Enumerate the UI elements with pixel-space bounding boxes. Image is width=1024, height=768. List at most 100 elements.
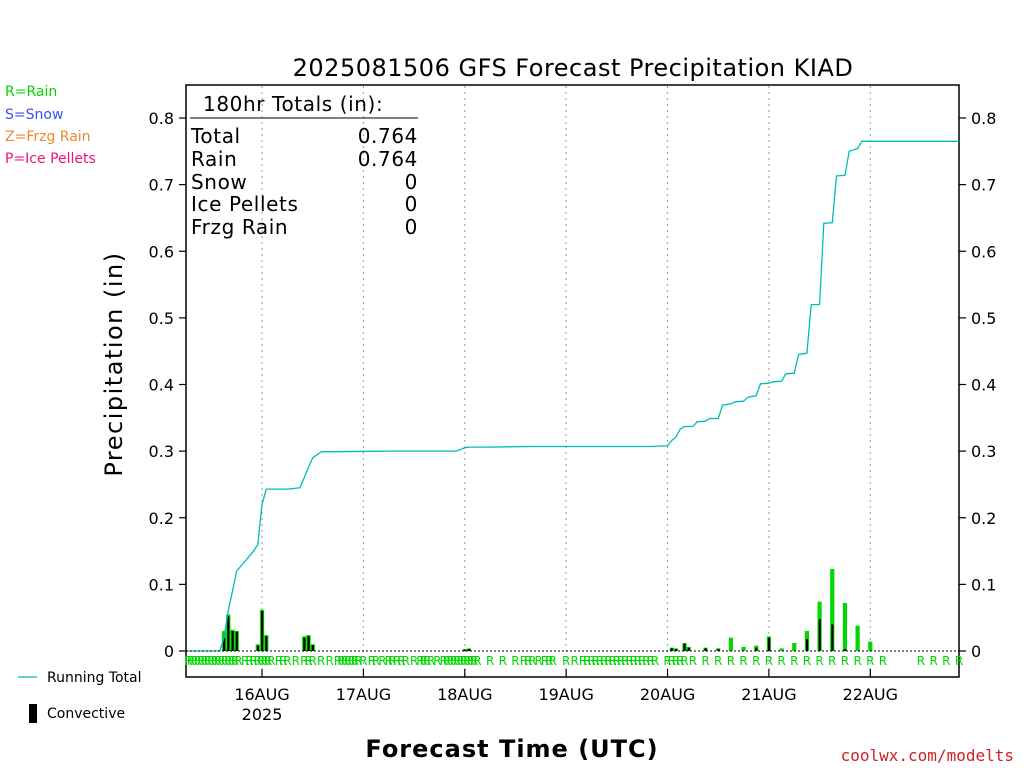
- ptype-marker: R: [613, 654, 621, 668]
- convective-bar: [463, 649, 466, 651]
- convective-bar: [223, 637, 226, 651]
- ptype-marker: R: [866, 654, 874, 668]
- convective-bar: [704, 648, 707, 651]
- legend-snow: S=Snow: [5, 107, 63, 123]
- ptype-marker: R: [651, 654, 659, 668]
- totals-value-snow: 0: [405, 170, 418, 194]
- running-total-line-group: [186, 140, 959, 652]
- convective-bar: [307, 636, 310, 651]
- ptype-marker: R: [470, 654, 478, 668]
- y-tick-label-left: 0.1: [149, 575, 174, 594]
- convective-bar: [303, 637, 306, 651]
- ptype-marker: R: [279, 654, 287, 668]
- ptype-marker: R: [207, 654, 215, 668]
- ptype-marker: R: [241, 654, 249, 668]
- running-total-line: [186, 140, 959, 652]
- convective-bar: [831, 624, 834, 651]
- y-tick-label-left: 0.4: [149, 376, 174, 395]
- ptype-marker: R: [570, 654, 578, 668]
- ptype-marker: R: [184, 654, 192, 668]
- ptype-marker: R: [714, 654, 722, 668]
- ptype-marker: R: [625, 654, 633, 668]
- ptype-marker: R: [204, 654, 212, 668]
- totals-label-total: Total: [190, 124, 241, 148]
- ptype-marker: R: [676, 654, 684, 668]
- totals-value-rain: 0.764: [358, 147, 418, 171]
- ptype-marker: R: [727, 654, 735, 668]
- convective-bar: [265, 636, 268, 651]
- ptype-marker: R: [283, 654, 291, 668]
- convective-bar: [687, 647, 690, 651]
- ptype-marker: R: [777, 654, 785, 668]
- ptype-marker: R: [541, 654, 549, 668]
- ptype-marker: R: [257, 654, 265, 668]
- x-tick-label: 22AUG: [843, 685, 898, 704]
- y-tick-label-left: 0.7: [149, 176, 174, 195]
- convective-bar: [818, 619, 821, 651]
- ptype-marker: R: [604, 654, 612, 668]
- ptype-marker: R: [765, 654, 773, 668]
- ptype-marker: R: [535, 654, 543, 668]
- ptype-marker: R: [245, 654, 253, 668]
- ptype-marker: R: [300, 654, 308, 668]
- totals-label-snow: Snow: [191, 170, 247, 194]
- ptype-legend: R=Rain S=Snow Z=Frzg Rain P=Ice Pellets: [5, 84, 96, 167]
- ptype-marker: R: [646, 654, 654, 668]
- ptype-marker: R: [309, 654, 317, 668]
- ptype-marker: R: [467, 654, 475, 668]
- ptype-marker: R: [929, 654, 937, 668]
- x-tick-label: 21AUG: [741, 685, 796, 704]
- ptype-marker: R: [359, 654, 367, 668]
- ptype-marker: R: [197, 654, 205, 668]
- x-tick-label: 16AUG: [234, 685, 289, 704]
- ptype-marker: R: [672, 654, 680, 668]
- ptype-marker: R: [372, 654, 380, 668]
- ptype-marker: R: [689, 654, 697, 668]
- ptype-marker: R: [638, 654, 646, 668]
- y-tick-label-left: 0: [164, 642, 174, 661]
- ptype-marker: R: [634, 654, 642, 668]
- precip-bar: [855, 625, 860, 651]
- y-tick-label-left: 0.2: [149, 509, 174, 528]
- ptype-marker: R: [562, 654, 570, 668]
- convective-bar: [805, 639, 809, 651]
- ptype-marker: R: [486, 654, 494, 668]
- ptype-marker: R: [680, 654, 688, 668]
- x-axis-label: Forecast Time (UTC): [365, 735, 658, 763]
- ptype-marker: R: [388, 654, 396, 668]
- ptype-marker: R: [463, 654, 471, 668]
- ptype-marker: R: [942, 654, 950, 668]
- ptype-marker: R: [224, 654, 232, 668]
- ptype-marker: R: [416, 654, 424, 668]
- convective-bar: [843, 649, 847, 651]
- ptype-marker: R: [853, 654, 861, 668]
- x-tick-label: 20AUG: [640, 685, 695, 704]
- credit-link[interactable]: coolwx.com/modelts: [841, 746, 1014, 765]
- precip-bar: [868, 641, 873, 651]
- ptype-marker: R: [254, 654, 262, 668]
- ptype-marker: R: [815, 654, 823, 668]
- ptype-marker: R: [668, 654, 676, 668]
- ptype-marker: R: [955, 654, 963, 668]
- ptype-marker: R: [473, 654, 481, 668]
- ptype-marker: R: [231, 654, 239, 668]
- convective-bar: [717, 649, 720, 651]
- ptype-marker: R: [579, 654, 587, 668]
- ptype-marker: R: [337, 654, 345, 668]
- totals-value-total: 0.764: [358, 124, 418, 148]
- ptype-marker: R: [621, 654, 629, 668]
- convective-bar: [227, 616, 230, 651]
- ptype-marker: R: [803, 654, 811, 668]
- x-tick-sublabel: 2025: [242, 705, 283, 724]
- chart-title: 2025081506 GFS Forecast Precipitation KI…: [293, 54, 854, 82]
- ptype-marker: R: [511, 654, 519, 668]
- ptype-marker: R: [600, 654, 608, 668]
- ptype-marker: R: [292, 654, 300, 668]
- ptype-marker: R: [433, 654, 441, 668]
- ptype-marker: R: [439, 654, 447, 668]
- totals-label-ice-pellets: Ice Pellets: [191, 192, 299, 216]
- ptype-marker: R: [446, 654, 454, 668]
- ptype-marker: R: [587, 654, 595, 668]
- ptype-marker: R: [275, 654, 283, 668]
- ptype-marker: R: [334, 654, 342, 668]
